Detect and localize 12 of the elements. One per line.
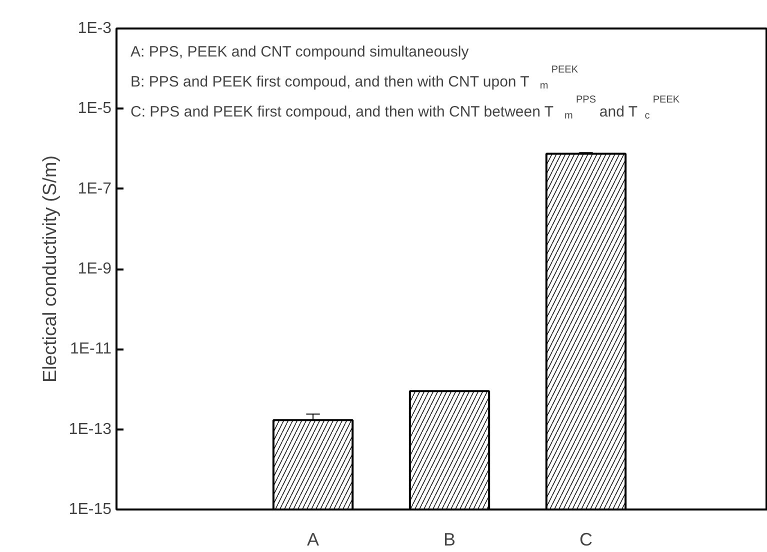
y-tick-label: 1E-5 [78,100,112,118]
x-tick-label: A [307,530,320,550]
y-axis-title: Electical conductivity (S/m) [40,155,61,383]
y-tick-label: 1E-9 [78,260,112,278]
y-tick-label: 1E-7 [78,180,112,198]
x-tick-label: B [444,530,456,550]
y-tick-label: 1E-15 [68,501,112,518]
y-tick-label: 1E-11 [70,340,112,358]
y-tick-label: 1E-13 [68,420,112,438]
annotation: A: PPS, PEEK and CNT compound simultaneously [130,44,470,60]
y-tick-label: 1E-3 [78,20,112,37]
x-tick-label: C [579,530,592,550]
